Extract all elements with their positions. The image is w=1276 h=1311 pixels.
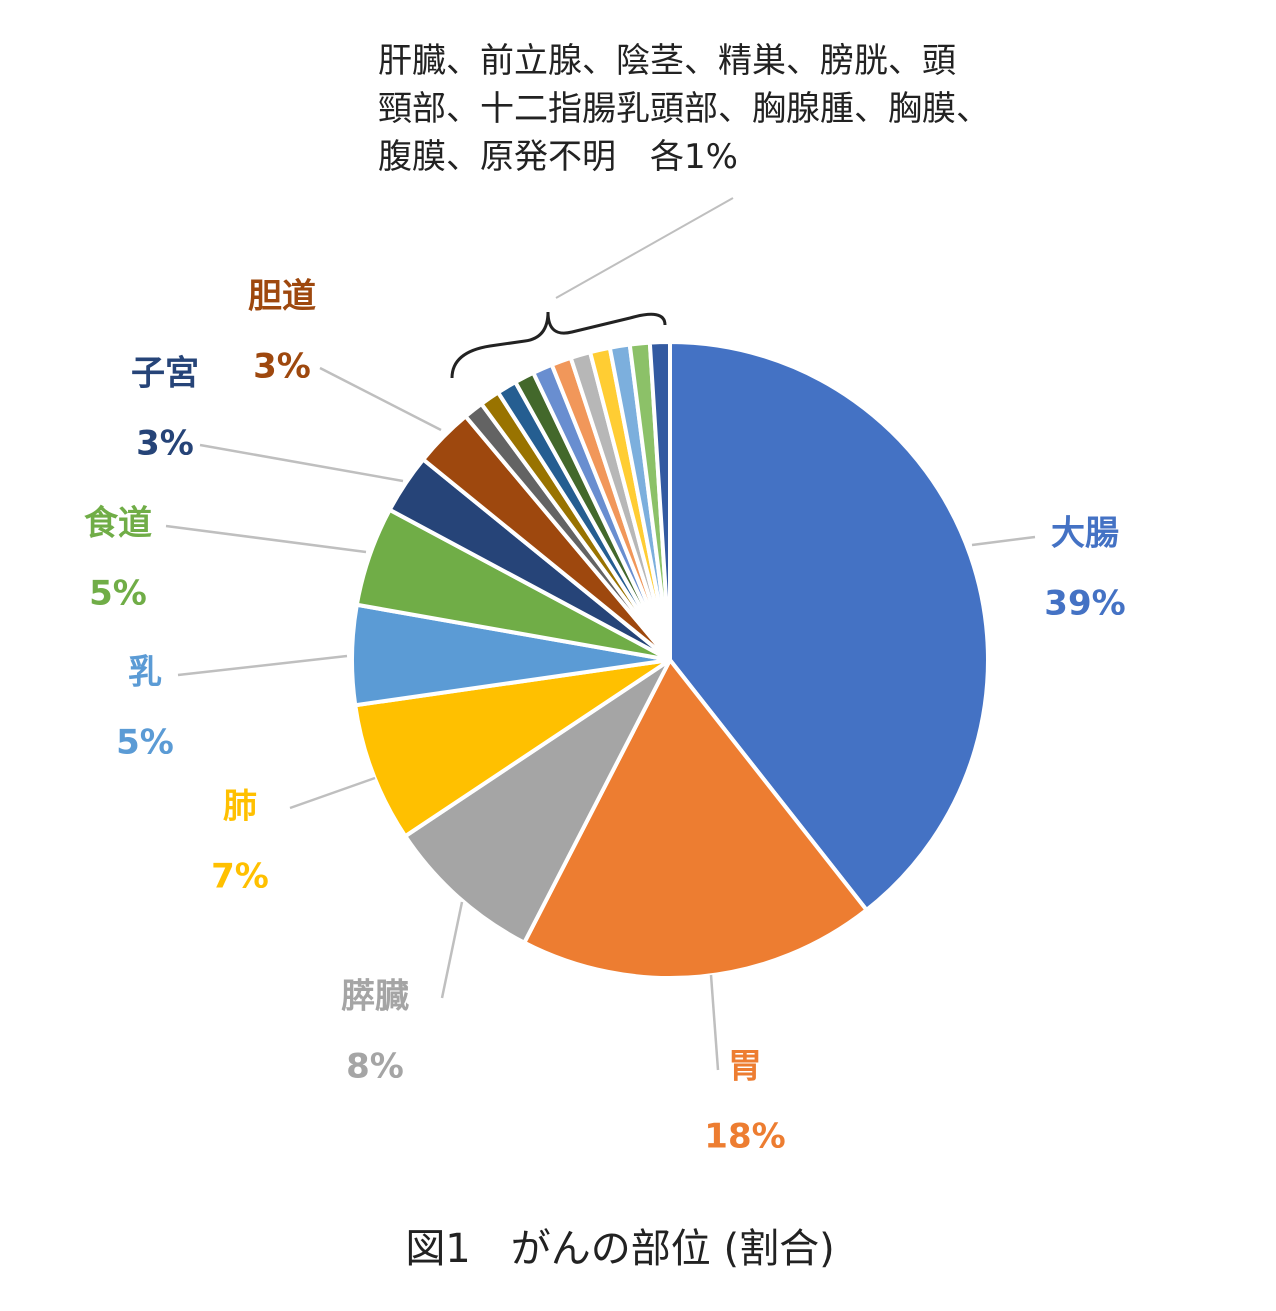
figure-caption: 図1 がんの部位 (割合): [405, 1226, 834, 1272]
slice-1-leader-line: [971, 535, 1036, 547]
group-annotation-line-3: 腹膜、原発不明 各1%: [378, 137, 738, 177]
slice-6-percent-label: 5%: [89, 574, 147, 614]
leader-lines: [165, 366, 1036, 1071]
slice-8-percent-label: 3%: [253, 347, 311, 387]
slice-4-percent-label: 7%: [211, 857, 269, 897]
slice-4-肺: [353, 658, 672, 839]
slice-3-percent-label: 8%: [346, 1047, 404, 1087]
slice-8-name-label: 胆道: [248, 277, 316, 317]
group-annotation: 肝臓、前立腺、陰茎、精巣、膀胱、頭 頸部、十二指腸乳頭部、胸腺腫、胸膜、 腹膜、…: [378, 41, 990, 177]
group-annotation-line-2: 頸部、十二指腸乳頭部、胸腺腫、胸膜、: [378, 89, 990, 129]
slice-8-leader-line: [319, 366, 442, 432]
slice-4-name-label: 肺: [223, 787, 257, 827]
slice-7-name-label: 子宮: [131, 354, 199, 394]
slice-1-percent-label: 39%: [1044, 584, 1125, 624]
slice-7-percent-label: 3%: [136, 424, 194, 464]
slice-5-percent-label: 5%: [116, 723, 174, 763]
slice-5-name-label: 乳: [128, 653, 162, 693]
group-brace: [450, 311, 667, 379]
slice-2-leader-line: [709, 974, 720, 1071]
slice-19-原発不明: [647, 340, 672, 662]
slice-2-percent-label: 18%: [704, 1117, 785, 1157]
slice-2-胃: [522, 658, 869, 980]
slice-3-leader-line: [440, 901, 464, 999]
slice-6-name-label: 食道: [84, 504, 152, 544]
slice-3-膵臓: [403, 658, 672, 945]
pie-slices: [350, 340, 990, 980]
slice-2-name-label: 胃: [728, 1047, 762, 1087]
slice-labels: 大腸 39% 胃 18% 膵臓 8% 肺 7% 乳 5% 食道 5% 子宮 3% 胆道 3%: [84, 277, 1126, 1157]
group-annotation-line-1: 肝臓、前立腺、陰茎、精巣、膀胱、頭: [378, 41, 956, 81]
slice-7-leader-line: [199, 443, 404, 483]
slice-1-大腸: [668, 340, 990, 912]
slice-1-name-label: 大腸: [1051, 514, 1119, 554]
slice-6-leader-line: [165, 524, 367, 554]
slice-3-name-label: 膵臓: [341, 977, 409, 1017]
group-leader-line: [555, 197, 734, 299]
slice-4-leader-line: [289, 776, 376, 810]
slice-5-leader-line: [177, 654, 348, 677]
